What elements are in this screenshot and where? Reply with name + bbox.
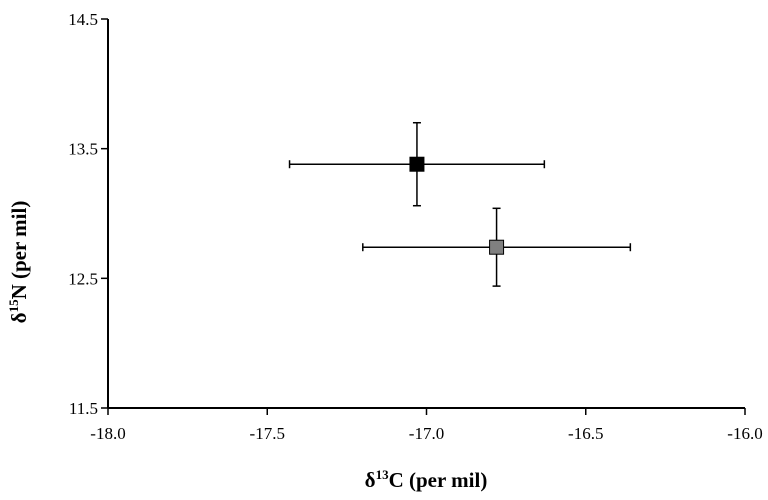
axes [107, 19, 745, 409]
x-axis-title: δ13C (per mil) [365, 467, 488, 492]
x-tick-label: -16.5 [568, 424, 603, 443]
y-tick-label: 12.5 [68, 269, 98, 288]
data-point-square [409, 156, 425, 172]
x-tick-label: -16.0 [727, 424, 762, 443]
ticks: -18.0 -17.5 -17.0 -16.5 -16.0 11.5 12.5 13.5 14.… [68, 10, 762, 443]
x-tick-label: -17.0 [409, 424, 444, 443]
data-point-square [489, 239, 505, 255]
y-axis-title: δ15N (per mil) [6, 201, 31, 324]
y-tick-label: 13.5 [68, 140, 98, 159]
x-tick-label: -18.0 [90, 424, 125, 443]
x-tick-label: -17.5 [250, 424, 285, 443]
data-point-group [362, 207, 632, 287]
y-tick-label: 11.5 [69, 399, 98, 418]
data-point-group [288, 121, 546, 207]
y-tick-label: 14.5 [68, 10, 98, 29]
data-points [288, 121, 632, 287]
